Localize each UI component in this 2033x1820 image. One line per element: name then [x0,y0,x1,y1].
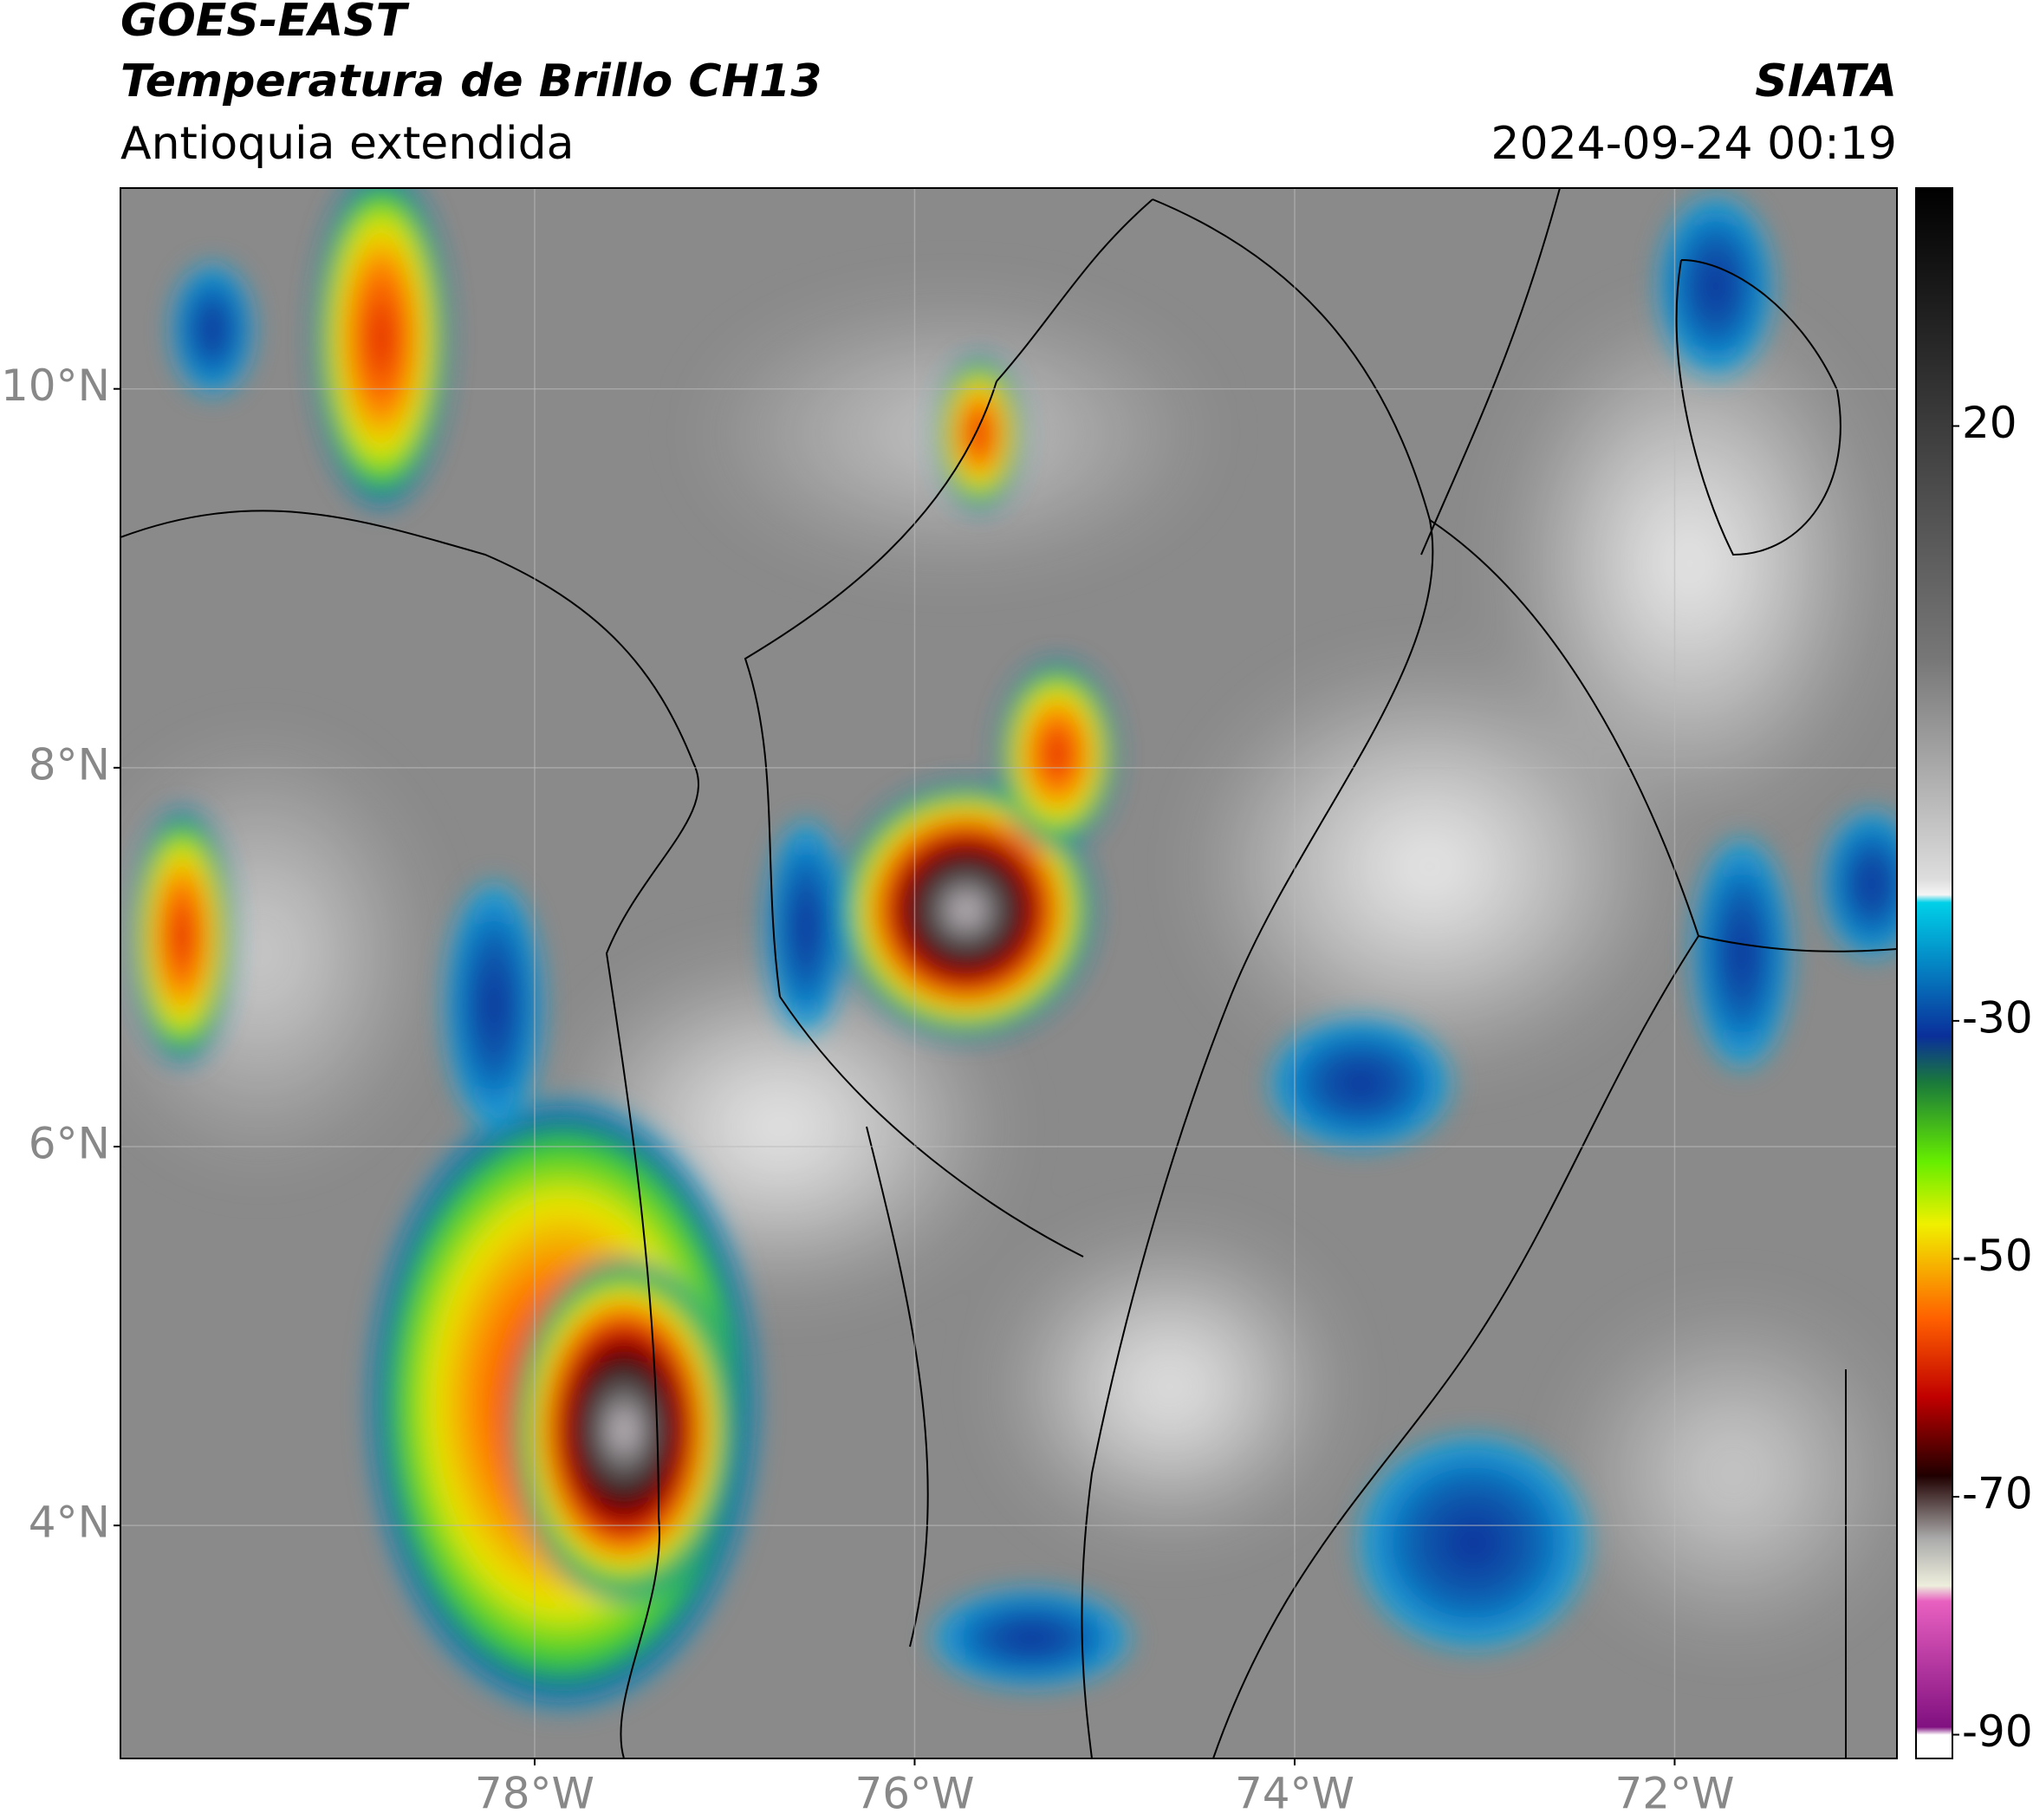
cloud-field [120,295,1897,1647]
region: Antioquia extendida [120,118,575,170]
x-tick-label: 78°W [475,1769,594,1819]
x-tick-label: 72°W [1614,1769,1734,1819]
y-tick-label: 6°N [29,1118,110,1168]
datetime: 2024-09-24 00:19 [1491,118,1897,170]
colorbar-tick-label: 20 [1962,398,2017,448]
colorbar-tick-label: -90 [1962,1706,2033,1757]
y-tick-label: 10°N [1,361,110,411]
map-frame [120,187,1898,1759]
colorbar-tick-label: -50 [1962,1231,2033,1281]
subtitle: Temperatura de Brillo CH13 [120,55,822,107]
colorbar-tick-label: -30 [1962,992,2033,1043]
convective-cells [130,188,1897,1716]
satellite-image [120,188,1897,1758]
source: SIATA [1755,55,1897,107]
x-tick-label: 74°W [1235,1769,1354,1819]
grid [120,188,1897,1758]
x-tick-label: 76°W [854,1769,974,1819]
colorbar-tick-label: -70 [1962,1469,2033,1519]
y-tick-label: 8°N [29,739,110,790]
y-tick-label: 4°N [29,1498,110,1548]
colorbar [1915,187,1953,1759]
title: GOES-EAST [120,0,410,47]
